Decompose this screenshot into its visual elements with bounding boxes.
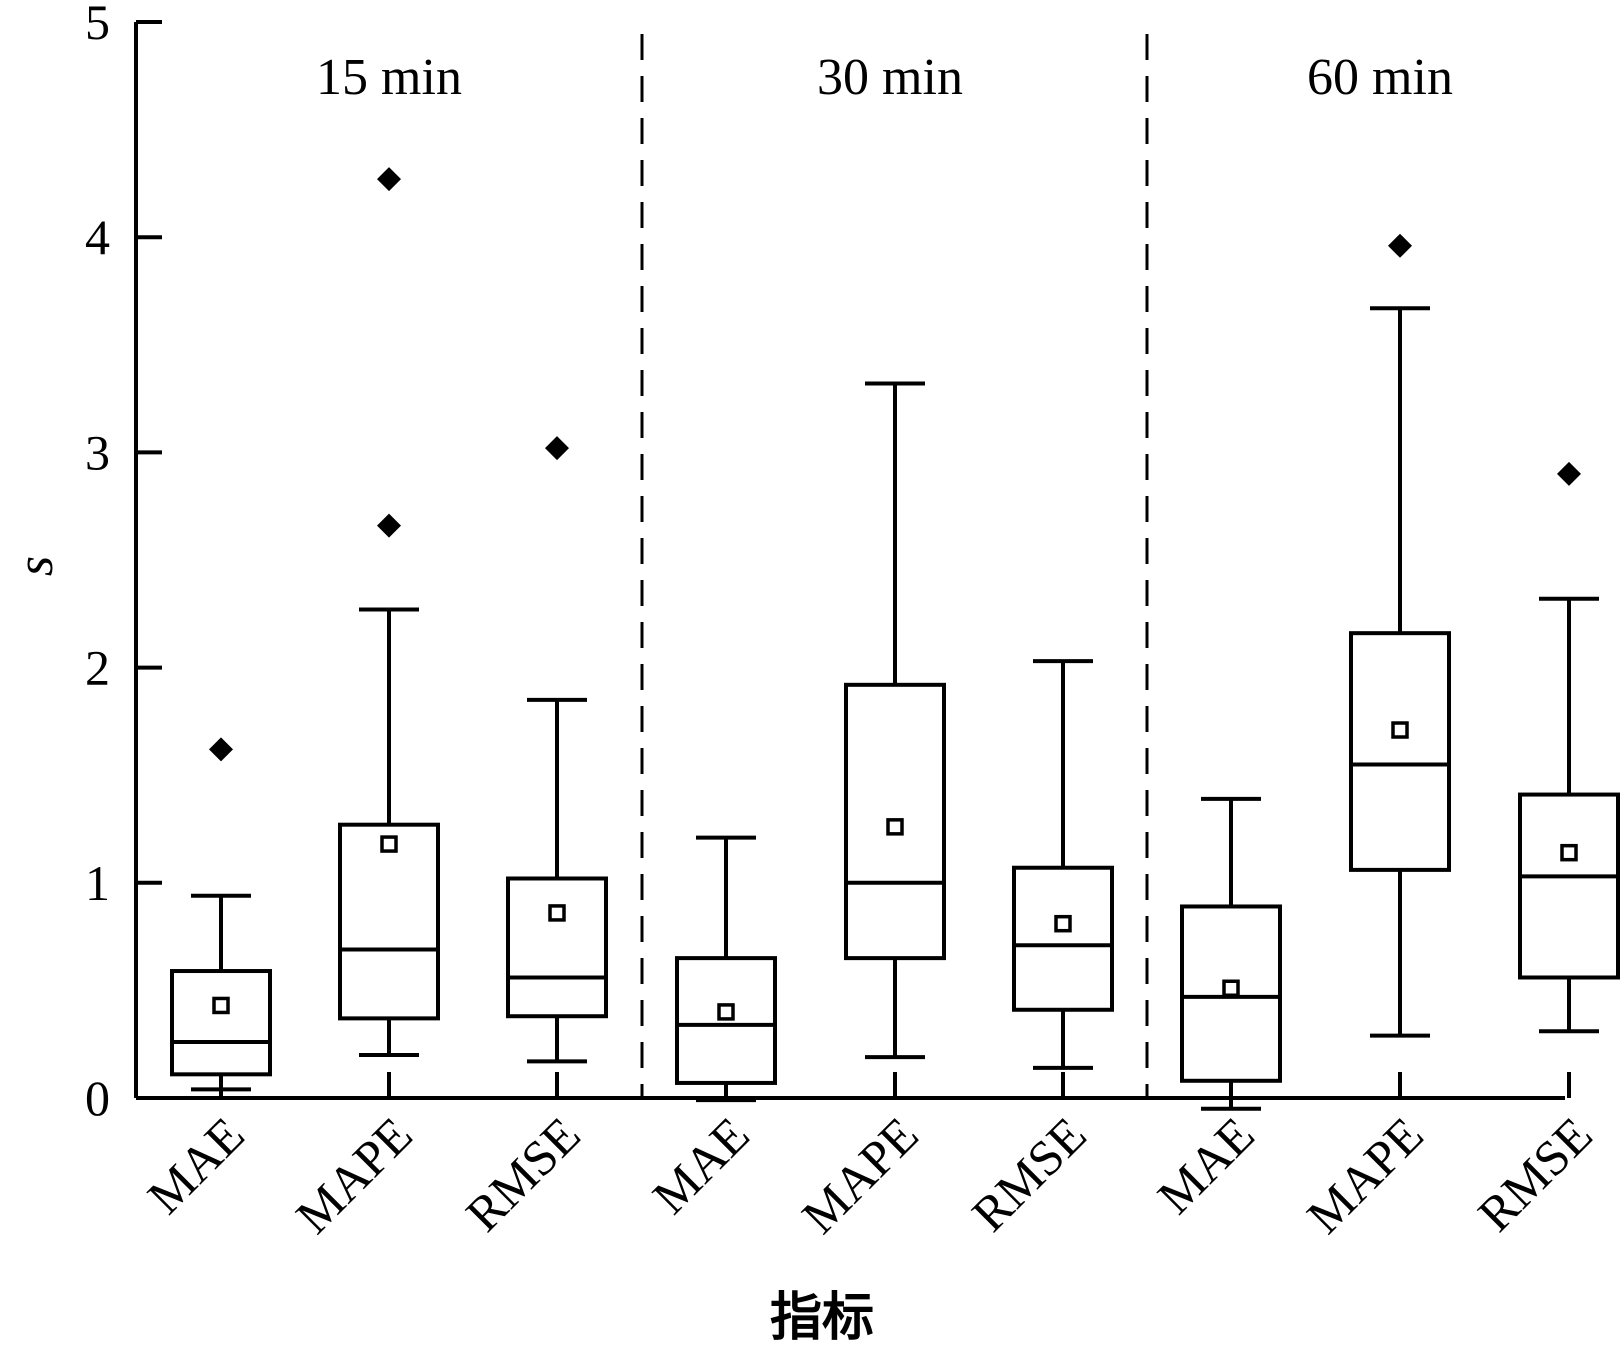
outlier-point-0 [377,167,401,192]
y-axis-title: s [7,556,64,576]
outlier-point-0 [209,737,233,762]
category-label-1: MAPE [285,1106,423,1244]
y-tick-label-1: 1 [85,855,110,911]
mean-marker [717,1003,735,1021]
box-2-mape [1349,233,1451,1038]
mean-marker [1222,979,1240,997]
mean-marker [1054,914,1072,933]
group-labels: 15 min 30 min 60 min [316,49,1453,106]
category-label-5: RMSE [961,1106,1097,1242]
category-label-8: RMSE [1467,1106,1603,1242]
y-tick-label-4: 4 [85,209,110,265]
iqr-box [1349,631,1451,872]
x-axis-title: 指标 [770,1288,874,1348]
outlier-point-0 [545,436,569,461]
boxes [170,167,1620,1111]
outlier-point-0 [1388,233,1412,258]
y-tick-label-0: 0 [85,1070,110,1126]
box-1-mape [844,381,946,1060]
y-tick-label-5: 5 [85,0,110,50]
category-label-4: MAPE [791,1106,929,1244]
iqr-box [338,822,440,1021]
iqr-box [1180,904,1282,1083]
mean-marker [1560,843,1578,862]
category-label-0: MAE [137,1106,255,1224]
group-label-0: 15 min [316,49,462,106]
iqr-box [170,969,272,1077]
box-2-mae [1180,796,1282,1111]
box-1-rmse [1012,659,1114,1070]
mean-marker [1391,721,1409,739]
mean-marker [548,904,566,922]
iqr-box [506,876,608,1019]
category-label-7: MAPE [1296,1106,1434,1244]
mean-marker [212,996,230,1015]
category-label-3: MAE [642,1106,760,1224]
y-tick-label-3: 3 [85,424,110,480]
mean-marker [380,835,398,853]
group-label-1: 30 min [817,49,963,106]
box-1-mae [675,835,777,1103]
outlier-point-0 [1557,461,1581,486]
group-dividers [640,34,1149,1098]
y-tick-label-2: 2 [85,640,110,696]
category-label-2: RMSE [455,1106,591,1242]
box-0-rmse [506,436,608,1064]
axes: 0 1 2 3 4 5 [85,0,1571,1126]
outlier-point-1 [377,513,401,538]
box-0-mae [170,737,272,1092]
box-0-mape [338,167,440,1057]
category-labels: MAE MAPE RMSE MAE MAPE RMSE MAE MAPE RMSE [137,1106,1603,1244]
category-label-6: MAE [1147,1106,1265,1224]
iqr-box [1518,792,1620,980]
box-2-rmse [1518,461,1620,1034]
iqr-box [1012,865,1114,1012]
mean-marker [886,818,904,836]
group-label-2: 60 min [1307,49,1453,106]
